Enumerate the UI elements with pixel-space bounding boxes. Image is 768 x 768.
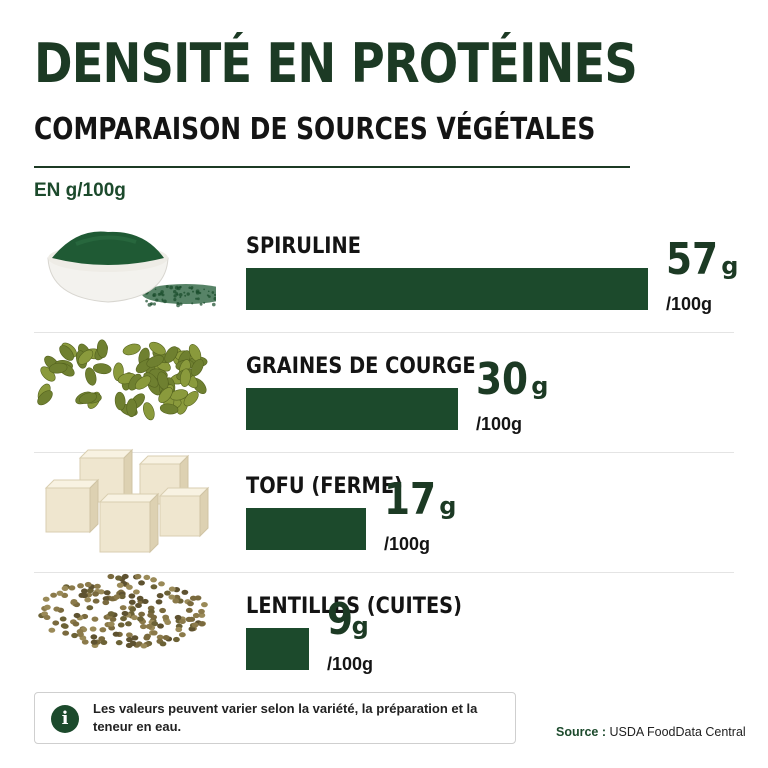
data-label: 57 g: [666, 236, 738, 284]
bar-row: SPIRULINE 57 g/100g: [0, 232, 768, 352]
title-divider: [34, 166, 630, 168]
info-icon: i: [51, 705, 79, 733]
category-label: LENTILLES (CUITES): [246, 594, 462, 619]
data-label-value: 57: [666, 234, 719, 285]
source-credit: Source : USDA FoodData Central: [556, 725, 746, 739]
source-value: USDA FoodData Central: [609, 725, 746, 739]
lentils-pile-icon: [38, 573, 208, 649]
row-divider: [34, 452, 734, 453]
bar: [246, 628, 309, 670]
data-label-value: 17: [384, 474, 437, 525]
pumpkin-seeds-icon: [37, 339, 208, 421]
chart-title: DENSITÉ EN PROTÉINES: [34, 32, 638, 95]
data-label-per: /100g: [666, 294, 713, 314]
category-label: TOFU (FERME): [246, 474, 403, 499]
bar-row: TOFU (FERME) 17 g/100g: [0, 472, 768, 592]
bar: [246, 268, 648, 310]
data-label-unit: g: [351, 612, 369, 640]
data-label: 17 g: [384, 476, 456, 524]
category-label: SPIRULINE: [246, 234, 361, 259]
chart-subtitle: COMPARAISON DE SOURCES VÉGÉTALES: [34, 112, 596, 147]
source-label: Source :: [556, 725, 607, 739]
data-label-unit: g: [531, 372, 549, 400]
category-label: GRAINES DE COURGE: [246, 354, 476, 379]
data-label-value: 9: [327, 594, 354, 645]
spirulina-powder-bowl-icon: [47, 231, 216, 308]
bar-row: LENTILLES (CUITES) 9g/100g: [0, 592, 768, 712]
bar: [246, 388, 458, 430]
data-label: 9g: [327, 596, 369, 644]
tofu-cubes-icon: [44, 448, 210, 554]
info-note: i Les valeurs peuvent varier selon la va…: [34, 692, 516, 744]
row-divider: [34, 572, 734, 573]
data-label-per: /100g: [327, 654, 374, 674]
row-divider: [34, 332, 734, 333]
data-label-per: /100g: [384, 534, 431, 554]
data-label-value: 30: [476, 354, 529, 405]
data-label-unit: g: [721, 252, 739, 280]
bar-row: GRAINES DE COURGE 30 g/100g: [0, 352, 768, 472]
data-label-unit: g: [439, 492, 457, 520]
info-note-text: Les valeurs peuvent varier selon la vari…: [93, 701, 478, 734]
unit-label: EN g/100g: [34, 180, 126, 201]
bar: [246, 508, 366, 550]
data-label: 30 g: [476, 356, 548, 404]
data-label-per: /100g: [476, 414, 523, 434]
